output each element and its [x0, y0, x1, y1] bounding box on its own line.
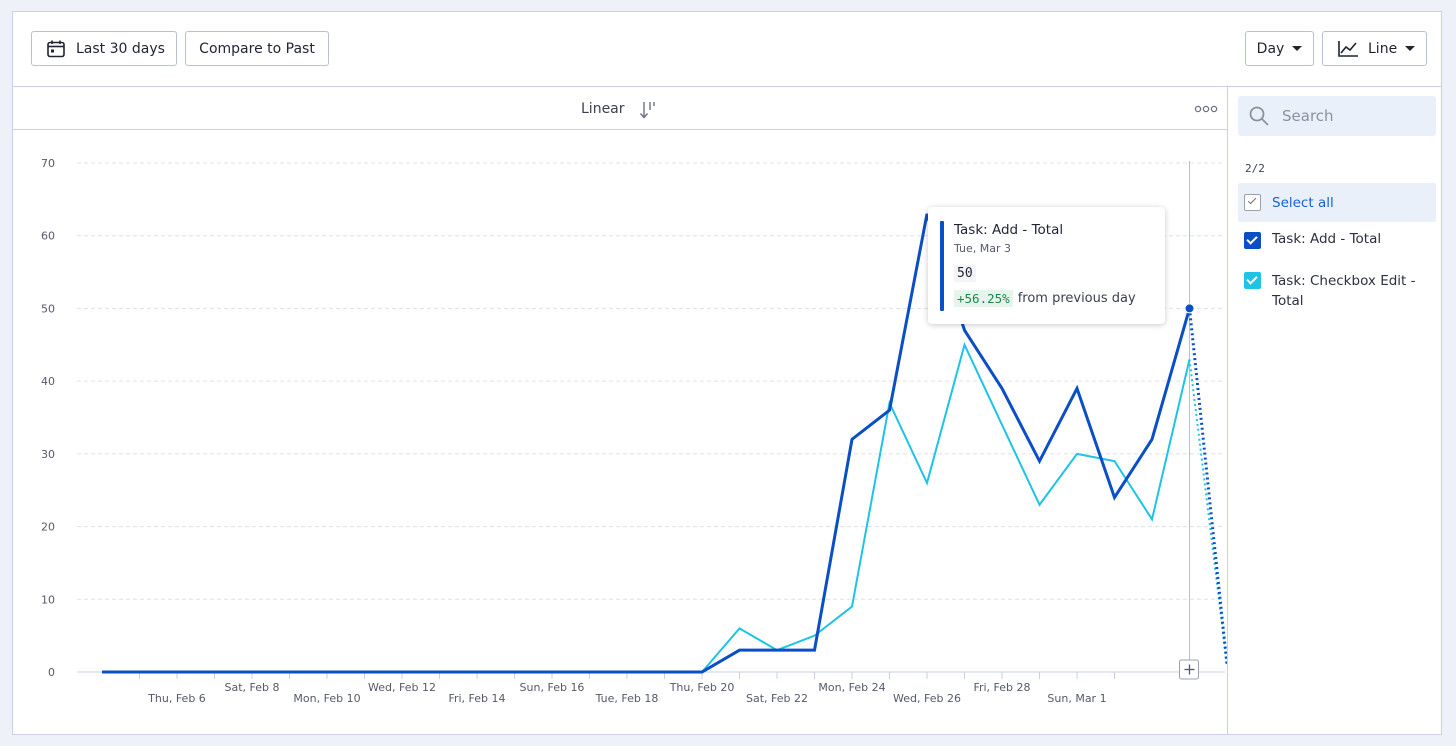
- change-text: from previous day: [1017, 291, 1136, 306]
- app-frame: Last 30 days Compare to Past Day Line Li…: [12, 11, 1442, 735]
- y-tick-label: 10: [41, 593, 55, 606]
- date-range-button[interactable]: Last 30 days: [31, 31, 177, 66]
- select-all-checkbox[interactable]: [1244, 194, 1261, 211]
- highlight-point: [1184, 303, 1195, 314]
- x-tick-label: Sun, Mar 1: [1047, 692, 1106, 705]
- chart-type-label: Line: [1368, 40, 1398, 57]
- calendar-icon: [47, 40, 65, 57]
- tooltip-change: +56.25% from previous day: [954, 290, 1136, 307]
- series-item-task-add[interactable]: Task: Add - Total: [1238, 231, 1436, 249]
- x-tick-label: Wed, Feb 26: [893, 692, 961, 705]
- x-tick-label: Fri, Feb 14: [448, 692, 505, 705]
- series-count: 2/2: [1245, 162, 1265, 175]
- chart-type-dropdown[interactable]: Line: [1322, 31, 1427, 66]
- x-tick-label: Wed, Feb 12: [368, 681, 436, 694]
- x-tick-label: Sat, Feb 8: [225, 681, 280, 694]
- x-tick-label: Mon, Feb 24: [818, 681, 885, 694]
- compare-to-past-label: Compare to Past: [199, 40, 315, 57]
- interval-dropdown[interactable]: Day: [1245, 31, 1314, 66]
- series-line: [102, 341, 1191, 673]
- data-tooltip: Task: Add - Total Tue, Mar 3 50 +56.25% …: [928, 207, 1165, 324]
- projection-line: [1188, 359, 1227, 665]
- x-tick-label: Mon, Feb 10: [293, 692, 360, 705]
- y-tick-label: 70: [41, 157, 55, 170]
- chart-panel: Linear: [13, 86, 1228, 734]
- y-tick-label: 60: [41, 230, 55, 243]
- y-tick-label: 50: [41, 302, 55, 315]
- projection-line: [1188, 308, 1227, 665]
- y-tick-label: 40: [41, 375, 55, 388]
- x-tick-label: Sun, Feb 16: [520, 681, 585, 694]
- search-input[interactable]: [1280, 106, 1424, 126]
- select-all-row[interactable]: Select all: [1238, 183, 1436, 222]
- more-options-icon[interactable]: [1194, 105, 1218, 113]
- compare-to-past-button[interactable]: Compare to Past: [185, 31, 329, 66]
- series-color-bar: [940, 221, 944, 311]
- series-line: [102, 213, 1191, 674]
- y-tick-label: 20: [41, 521, 55, 534]
- x-tick-label: Thu, Feb 6: [147, 692, 206, 705]
- x-tick-label: Thu, Feb 20: [669, 681, 735, 694]
- series-label: Task: Add - Total: [1272, 231, 1382, 247]
- chart-header: Linear: [13, 86, 1227, 130]
- series-checkbox[interactable]: [1244, 272, 1261, 289]
- series-item-task-checkbox-edit[interactable]: Task: Checkbox Edit - Total: [1238, 271, 1436, 311]
- y-tick-label: 0: [48, 666, 55, 679]
- x-tick-label: Tue, Feb 18: [595, 692, 659, 705]
- tooltip-value: 50: [954, 265, 976, 282]
- series-label: Task: Checkbox Edit - Total: [1272, 273, 1416, 309]
- date-range-label: Last 30 days: [76, 40, 165, 57]
- x-tick-label: Fri, Feb 28: [973, 681, 1030, 694]
- search-box[interactable]: [1238, 96, 1436, 136]
- x-tick-label: Sat, Feb 22: [746, 692, 808, 705]
- scale-toggle[interactable]: Linear: [581, 101, 625, 117]
- toolbar: Last 30 days Compare to Past Day Line: [13, 12, 1441, 87]
- select-all-label: Select all: [1272, 194, 1334, 211]
- search-icon: [1249, 106, 1269, 126]
- tooltip-title: Task: Add - Total: [954, 222, 1064, 238]
- y-tick-label: 30: [41, 448, 55, 461]
- series-sidebar: 2/2 Select all Task: Add - Total Task: C…: [1228, 86, 1441, 734]
- tooltip-date: Tue, Mar 3: [954, 242, 1012, 255]
- line-chart-icon: [1338, 40, 1358, 57]
- sort-descending-icon[interactable]: [639, 100, 657, 120]
- series-checkbox[interactable]: [1244, 232, 1261, 249]
- interval-label: Day: [1256, 40, 1285, 57]
- chevron-down-icon: [1292, 46, 1303, 51]
- change-percent: +56.25%: [954, 290, 1013, 307]
- chevron-down-icon: [1405, 46, 1416, 51]
- line-chart: 0 10 20 30 40 50 60 70 Thu, Feb 6 Sat, Feb 8 Mon, …: [41, 157, 1227, 705]
